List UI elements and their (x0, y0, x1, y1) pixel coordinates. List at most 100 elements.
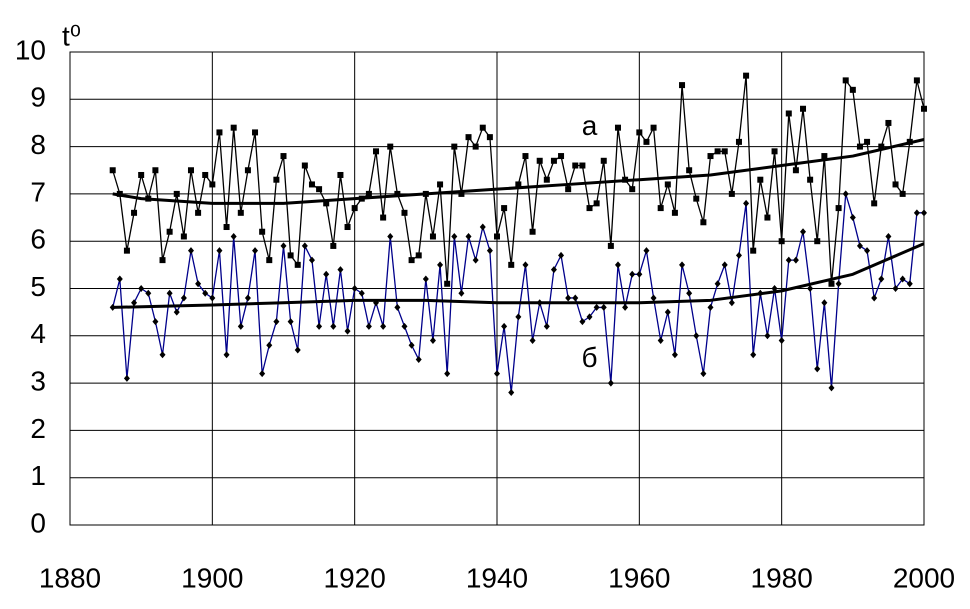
series-line (112, 193, 924, 394)
marker (187, 167, 194, 174)
marker (800, 228, 807, 236)
marker (394, 303, 401, 311)
marker (721, 261, 728, 269)
marker (408, 257, 415, 264)
marker (159, 257, 166, 264)
marker (864, 247, 871, 255)
marker (415, 252, 422, 259)
marker (778, 238, 785, 245)
marker (565, 186, 572, 193)
marker (230, 124, 237, 131)
marker (864, 138, 871, 145)
marker (885, 119, 892, 126)
marker (856, 242, 863, 250)
marker (365, 190, 372, 197)
marker (337, 171, 344, 178)
marker (849, 214, 856, 222)
marker (614, 124, 621, 131)
marker (735, 138, 742, 145)
marker (764, 332, 771, 340)
marker (494, 370, 500, 378)
marker (636, 129, 643, 136)
marker (223, 351, 230, 359)
y-tick-label: 9 (30, 82, 46, 113)
marker (849, 86, 856, 93)
marker (209, 181, 216, 188)
annotation: б (581, 342, 597, 373)
marker (180, 233, 187, 240)
marker (138, 171, 145, 178)
marker (280, 242, 287, 250)
marker (913, 209, 920, 217)
x-tick-label: 1920 (324, 562, 386, 593)
y-tick-label: 0 (30, 507, 46, 538)
marker (550, 266, 557, 274)
marker (593, 303, 600, 311)
marker (821, 299, 828, 307)
marker (529, 228, 536, 235)
marker (294, 346, 301, 354)
marker (856, 143, 863, 150)
marker (344, 327, 351, 335)
marker (878, 275, 885, 283)
x-tick-label: 1980 (751, 562, 813, 593)
series-line (112, 138, 925, 205)
marker (187, 247, 194, 255)
marker (878, 143, 885, 150)
marker (501, 205, 508, 212)
marker (586, 205, 593, 212)
marker (351, 205, 358, 212)
marker (664, 181, 671, 188)
marker (921, 209, 927, 217)
marker (686, 289, 693, 297)
marker (743, 199, 750, 207)
marker (145, 289, 152, 297)
marker (629, 270, 636, 278)
marker (714, 148, 721, 155)
x-tick-label: 2000 (893, 562, 955, 593)
marker (593, 200, 600, 207)
marker (365, 322, 372, 330)
marker (401, 322, 408, 330)
marker (394, 190, 401, 197)
marker (458, 289, 465, 297)
marker (572, 162, 579, 169)
marker (437, 261, 444, 269)
marker (451, 143, 458, 150)
marker (252, 247, 259, 255)
marker (693, 195, 700, 202)
marker (152, 167, 159, 174)
marker (650, 294, 657, 302)
marker (266, 341, 273, 349)
marker (152, 318, 159, 326)
marker (871, 294, 878, 302)
marker (429, 337, 436, 345)
marker (529, 337, 536, 345)
marker (842, 77, 849, 84)
marker (913, 77, 920, 84)
marker (572, 294, 579, 302)
marker (921, 105, 927, 112)
marker (750, 351, 757, 359)
marker (700, 219, 707, 226)
marker (380, 322, 387, 330)
marker (216, 247, 223, 255)
marker (614, 261, 621, 269)
marker (444, 280, 451, 287)
marker (465, 232, 472, 240)
marker (600, 157, 607, 164)
marker (458, 190, 465, 197)
marker (871, 200, 878, 207)
marker (885, 232, 892, 240)
marker (486, 247, 493, 255)
x-tick-label: 1900 (181, 562, 243, 593)
marker (785, 110, 792, 117)
marker (792, 167, 799, 174)
y-tick-label: 3 (30, 365, 46, 396)
marker (422, 275, 429, 283)
marker (671, 209, 678, 216)
marker (508, 261, 515, 268)
x-tick-label: 1940 (466, 562, 528, 593)
marker (195, 280, 202, 288)
